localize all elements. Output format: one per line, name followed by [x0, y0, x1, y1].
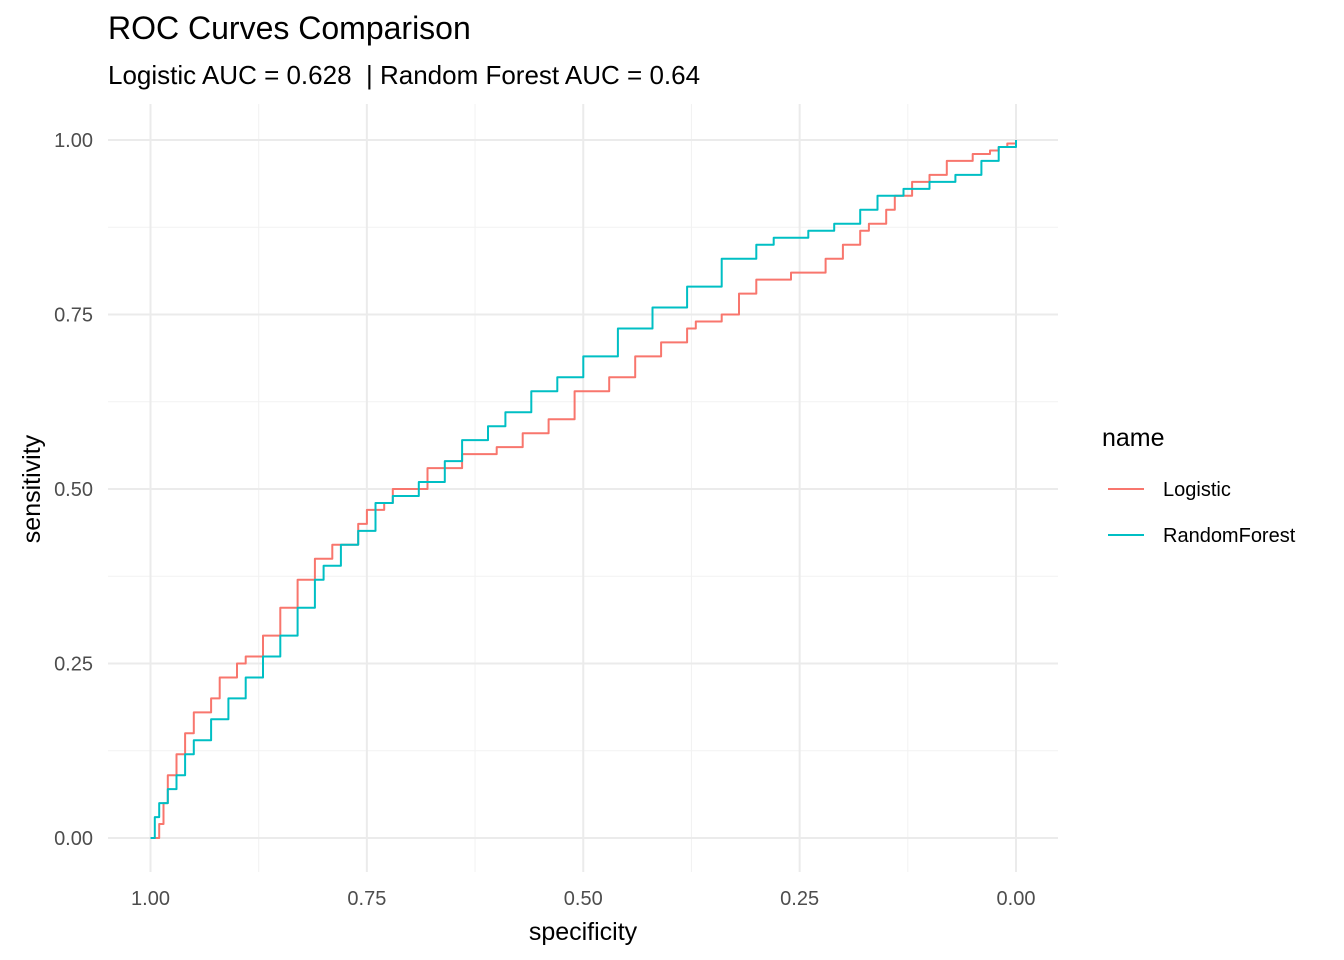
series-line-randomforest [150, 140, 1017, 839]
y-tick-label: 0.75 [54, 305, 93, 327]
x-axis-title: specificity [529, 918, 638, 946]
x-tick-label: 0.75 [347, 888, 386, 910]
y-tick-label: 0.00 [54, 828, 93, 850]
x-tick-label: 0.50 [564, 888, 603, 910]
legend-label-randomforest: RandomForest [1163, 525, 1296, 547]
major-gridlines [108, 104, 1058, 872]
x-tick-label: 0.25 [780, 888, 819, 910]
y-axis-title: sensitivity [18, 434, 46, 543]
x-tick-label: 1.00 [131, 888, 170, 910]
x-axis-ticks: 1.00 0.75 0.50 0.25 0.00 [131, 888, 1035, 910]
legend-label-logistic: Logistic [1163, 479, 1231, 501]
legend: name Logistic RandomForest [1102, 424, 1296, 547]
chart-subtitle: Logistic AUC = 0.628 | Random Forest AUC… [108, 60, 701, 90]
chart-title: ROC Curves Comparison [108, 10, 471, 46]
legend-title: name [1102, 424, 1165, 452]
y-axis-ticks: 0.00 0.25 0.50 0.75 1.00 [54, 130, 93, 850]
series-layer [150, 140, 1017, 839]
legend-items: Logistic RandomForest [1108, 479, 1296, 547]
y-tick-label: 0.25 [54, 654, 93, 676]
y-tick-label: 0.50 [54, 479, 93, 501]
y-tick-label: 1.00 [54, 130, 93, 152]
x-tick-label: 0.00 [997, 888, 1036, 910]
